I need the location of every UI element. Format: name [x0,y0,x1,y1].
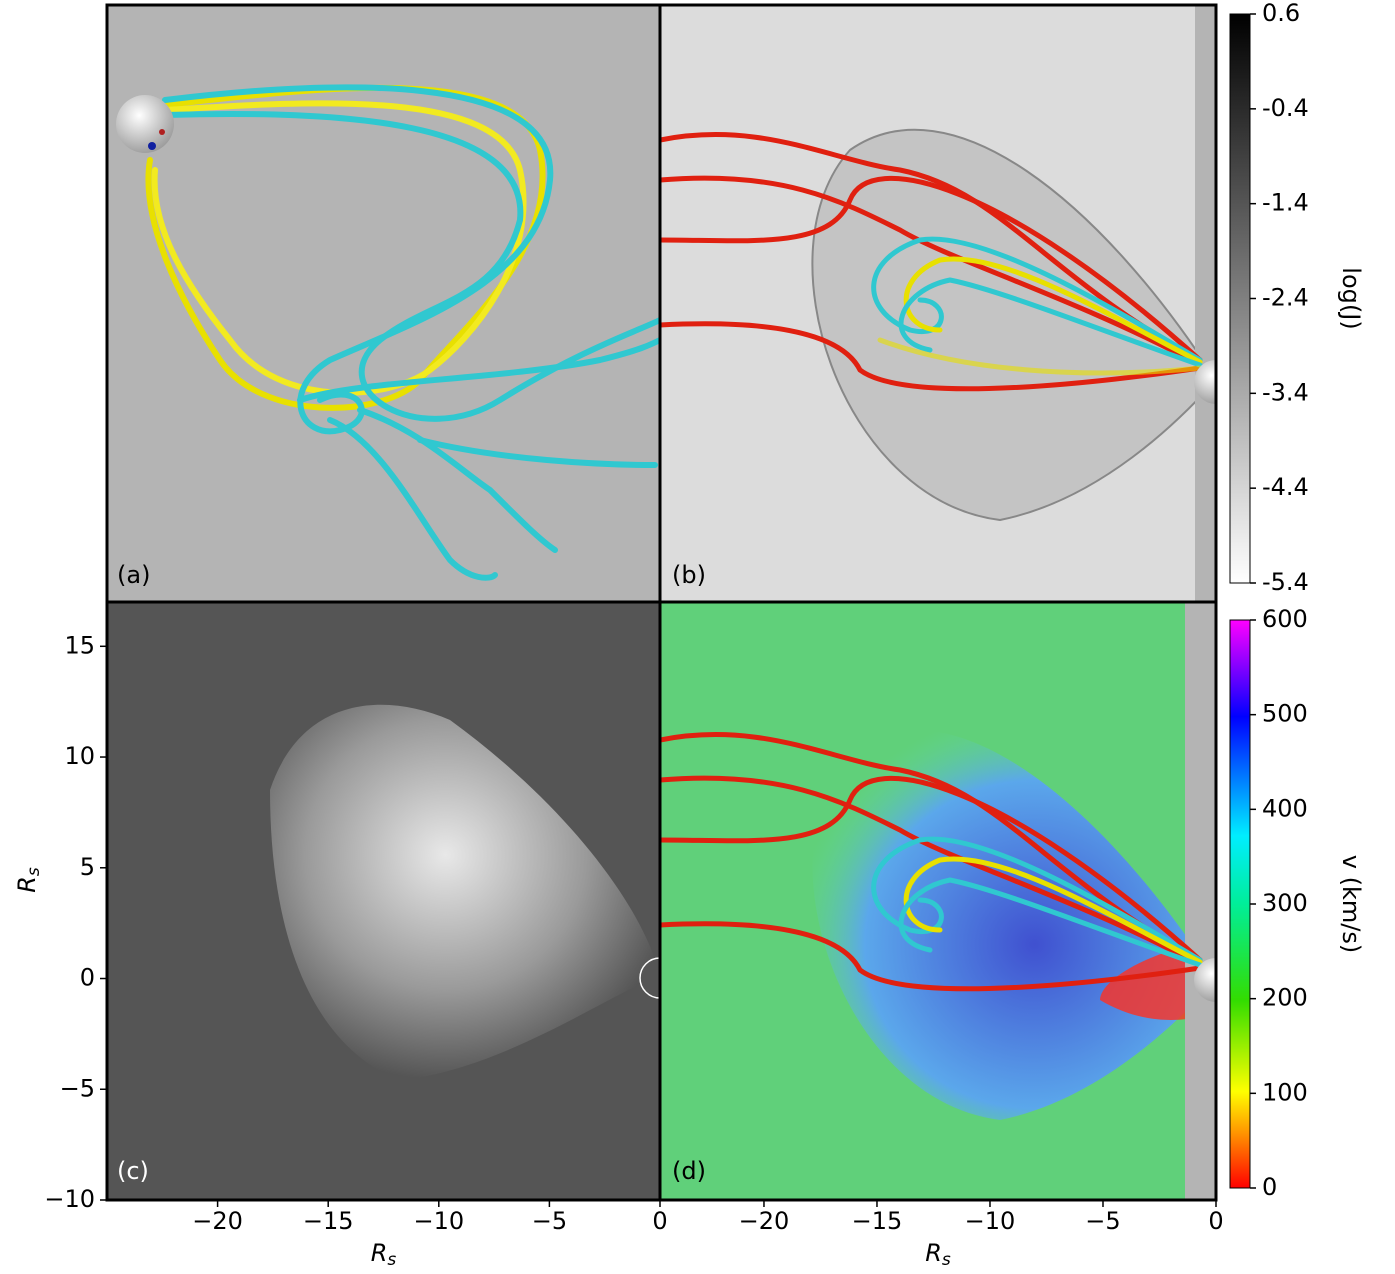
x-tick-label: −10 [965,1207,1016,1235]
y-tick-label: 0 [80,964,95,992]
colorbar-tick-label: -3.4 [1262,378,1309,406]
colorbar-tick-label: 200 [1262,984,1308,1012]
x-tick-label: −5 [1085,1207,1120,1235]
colorbar-label: v (km/s) [1337,855,1365,953]
colorbar-tick-label: 0 [1262,1173,1277,1201]
panel-label: (a) [117,561,150,589]
panel-frames [105,3,1218,1202]
panel-label: (d) [672,1157,706,1185]
axis-label-subscript: s [387,1250,396,1270]
axis-label: Rs [13,867,44,893]
colorbar-label: log(J) [1337,267,1365,329]
x-tick-label: 0 [1208,1207,1223,1235]
x-tick-label: −15 [852,1207,903,1235]
y-tick-label: −10 [44,1185,95,1213]
panel-label: (c) [117,1157,149,1185]
y-tick-label: −5 [60,1074,95,1102]
y-tick-label: 5 [80,853,95,881]
axis-label: Rs [371,1239,397,1270]
x-tick-label: −20 [739,1207,790,1235]
panel-d [660,602,1216,1200]
y-tick-label: 15 [64,631,95,659]
panel-c [107,602,661,1200]
x-tick-label: −20 [192,1207,243,1235]
colorbar-tick-label: 500 [1262,700,1308,728]
panel-a [107,5,663,602]
colorbar-tick-label: 0.6 [1262,0,1300,27]
panel-b [660,5,1216,602]
x-tick-label: 0 [652,1207,667,1235]
axis-label-base: R [925,1239,942,1267]
colorbar-tick-label: 600 [1262,605,1308,633]
x-tick-label: −15 [303,1207,354,1235]
colorbar-tick-label: 100 [1262,1078,1308,1106]
colorbar-tick-label: -5.4 [1262,568,1309,596]
axis-label-base: R [13,876,41,893]
y-tick-label: 10 [64,742,95,770]
axis-label-base: R [371,1239,388,1267]
colorbar-tick-label: 300 [1262,889,1308,917]
colorbar-tick-label: 400 [1262,794,1308,822]
panel-label: (b) [672,561,706,589]
colorbar-tick-label: -1.4 [1262,189,1309,217]
x-tick-label: −10 [413,1207,464,1235]
axis-label: Rs [925,1239,951,1270]
x-tick-label: −5 [532,1207,567,1235]
colorbar-rainbow [1229,619,1251,1189]
colorbar-tick-label: -2.4 [1262,284,1309,312]
axis-label-subscript: s [942,1250,951,1270]
colorbar-tick-label: -0.4 [1262,94,1309,122]
axis-label-subscript: s [24,867,44,876]
colorbar-gray [1229,13,1251,584]
colorbar-tick-label: -4.4 [1262,473,1309,501]
